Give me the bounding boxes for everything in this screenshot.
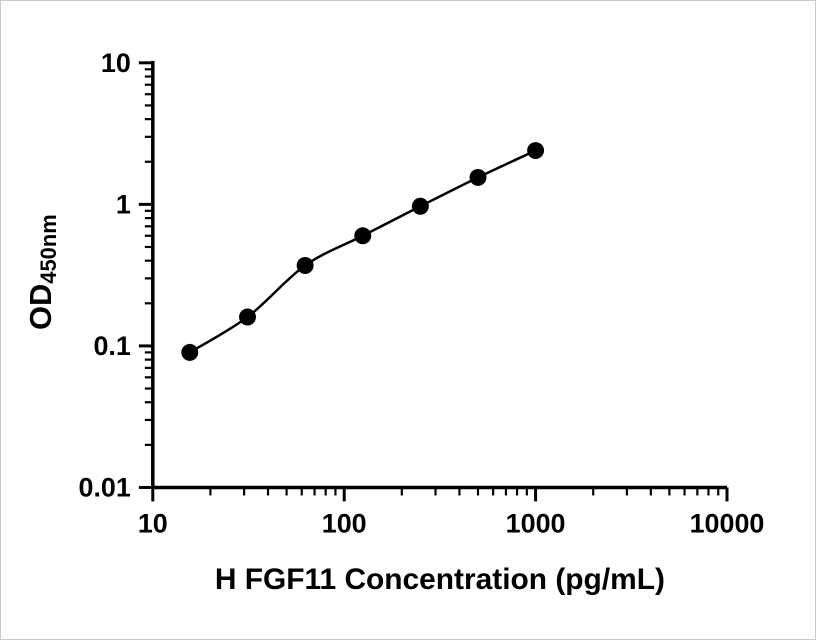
data-point: [411, 197, 429, 215]
plot-area: 10 100 1000 10000 0.01 0.1 1 10: [78, 48, 764, 539]
data-point: [527, 142, 545, 160]
data-point: [296, 257, 314, 274]
y-axis-title-main: OD: [23, 284, 58, 330]
data-point: [239, 308, 256, 326]
x-axis-title: H FGF11 Concentration (pg/mL): [215, 563, 665, 596]
y-tick-label: 0.1: [93, 331, 130, 361]
x-tick-label: 100: [322, 508, 367, 538]
x-tick-label: 10: [138, 508, 168, 538]
x-tick-label: 10000: [690, 508, 765, 538]
data-point: [354, 227, 372, 245]
y-axis-title: OD450nm: [23, 214, 61, 330]
x-tick-label: 1000: [506, 508, 566, 538]
y-tick-label: 1: [116, 189, 131, 219]
data-point: [469, 168, 487, 186]
data-point: [181, 343, 199, 361]
y-axis-title-subscript: 450nm: [36, 214, 61, 283]
y-tick-label: 10: [101, 48, 131, 78]
y-tick-label: 0.01: [78, 472, 130, 502]
